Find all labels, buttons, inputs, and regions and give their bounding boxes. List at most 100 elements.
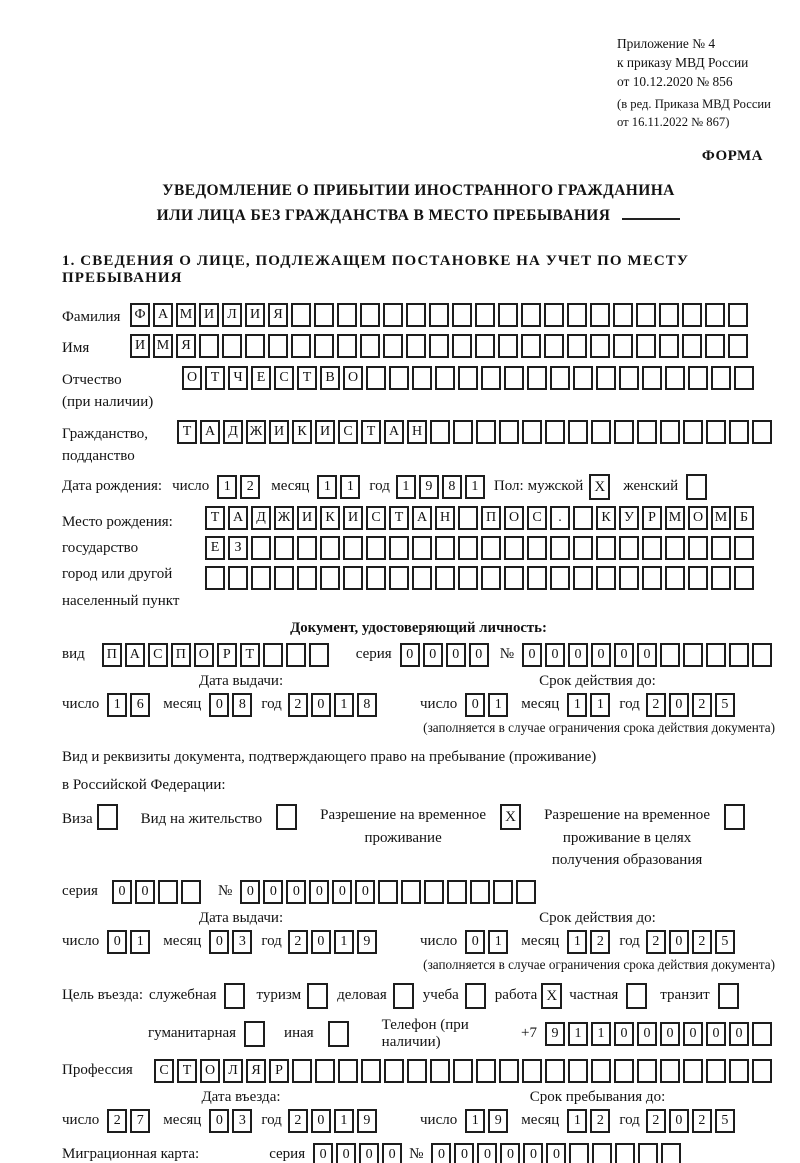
- char-cell[interactable]: 2: [645, 1108, 666, 1133]
- char-cell[interactable]: 2: [590, 1108, 611, 1133]
- char-cell[interactable]: [343, 535, 363, 560]
- char-cell[interactable]: [665, 365, 685, 390]
- char-cell[interactable]: [752, 1021, 772, 1046]
- char-cell[interactable]: О: [343, 365, 363, 390]
- char-cell[interactable]: [545, 1058, 565, 1083]
- char-cell[interactable]: 0: [431, 1142, 452, 1163]
- char-cell[interactable]: [711, 365, 731, 390]
- char-cell[interactable]: [660, 1058, 680, 1083]
- char-cell[interactable]: [527, 365, 547, 390]
- char-cell[interactable]: 0: [523, 1142, 544, 1163]
- char-cell[interactable]: Т: [177, 1058, 197, 1083]
- char-cell[interactable]: 1: [333, 692, 354, 717]
- char-cell[interactable]: [435, 565, 455, 590]
- char-cell[interactable]: 8: [441, 474, 462, 499]
- char-cell[interactable]: [567, 302, 587, 327]
- char-cell[interactable]: 0: [465, 929, 486, 954]
- char-cell[interactable]: [717, 982, 739, 1009]
- char-cell[interactable]: [728, 302, 748, 327]
- char-cell[interactable]: 0: [500, 1142, 521, 1163]
- char-cell[interactable]: [343, 565, 363, 590]
- char-cell[interactable]: [366, 535, 386, 560]
- char-cell[interactable]: [430, 1058, 450, 1083]
- char-cell[interactable]: [591, 1058, 611, 1083]
- char-cell[interactable]: 2: [590, 929, 611, 954]
- char-cell[interactable]: [527, 565, 547, 590]
- char-cell[interactable]: 1: [333, 929, 354, 954]
- char-cell[interactable]: [315, 1058, 335, 1083]
- char-cell[interactable]: 0: [209, 1108, 230, 1133]
- char-cell[interactable]: [682, 334, 702, 359]
- char-cell[interactable]: [412, 365, 432, 390]
- char-cell[interactable]: [504, 535, 524, 560]
- char-cell[interactable]: [522, 419, 542, 444]
- char-cell[interactable]: [665, 535, 685, 560]
- char-cell[interactable]: 0: [355, 879, 376, 904]
- char-cell[interactable]: [392, 982, 414, 1009]
- char-cell[interactable]: [360, 302, 380, 327]
- char-cell[interactable]: [550, 565, 570, 590]
- char-cell[interactable]: [642, 565, 662, 590]
- char-cell[interactable]: [251, 535, 271, 560]
- char-cell[interactable]: [504, 565, 524, 590]
- char-cell[interactable]: [613, 334, 633, 359]
- char-cell[interactable]: 1: [464, 474, 485, 499]
- char-cell[interactable]: [452, 302, 472, 327]
- char-cell[interactable]: [619, 365, 639, 390]
- char-cell[interactable]: [158, 879, 178, 904]
- char-cell[interactable]: 0: [591, 642, 611, 667]
- char-cell[interactable]: 5: [714, 1108, 735, 1133]
- char-cell[interactable]: [642, 535, 662, 560]
- char-cell[interactable]: 0: [332, 879, 353, 904]
- char-cell[interactable]: С: [527, 505, 547, 530]
- char-cell[interactable]: Т: [361, 419, 381, 444]
- char-cell[interactable]: О: [504, 505, 524, 530]
- char-cell[interactable]: [522, 1058, 542, 1083]
- char-cell[interactable]: [430, 419, 450, 444]
- char-cell[interactable]: 2: [691, 692, 712, 717]
- char-cell[interactable]: [545, 419, 565, 444]
- char-cell[interactable]: А: [200, 419, 220, 444]
- char-cell[interactable]: 0: [668, 692, 689, 717]
- char-cell[interactable]: [224, 982, 246, 1009]
- char-cell[interactable]: [435, 365, 455, 390]
- char-cell[interactable]: 1: [107, 692, 128, 717]
- char-cell[interactable]: 0: [706, 1021, 726, 1046]
- char-cell[interactable]: [314, 334, 334, 359]
- char-cell[interactable]: 0: [399, 642, 420, 667]
- char-cell[interactable]: 5: [714, 929, 735, 954]
- char-cell[interactable]: И: [315, 419, 335, 444]
- char-cell[interactable]: 1: [488, 692, 509, 717]
- char-cell[interactable]: [661, 1142, 682, 1163]
- char-cell[interactable]: [705, 334, 725, 359]
- char-cell[interactable]: [619, 535, 639, 560]
- char-cell[interactable]: [516, 879, 537, 904]
- char-cell[interactable]: 7: [130, 1108, 151, 1133]
- char-cell[interactable]: [337, 302, 357, 327]
- char-cell[interactable]: Т: [177, 419, 197, 444]
- char-cell[interactable]: [544, 334, 564, 359]
- char-cell[interactable]: 0: [522, 642, 542, 667]
- char-cell[interactable]: 1: [590, 692, 611, 717]
- char-cell[interactable]: Ч: [228, 365, 248, 390]
- char-cell[interactable]: [596, 535, 616, 560]
- char-cell[interactable]: [660, 419, 680, 444]
- char-cell[interactable]: [493, 879, 514, 904]
- char-cell[interactable]: [274, 535, 294, 560]
- char-cell[interactable]: [569, 1142, 590, 1163]
- char-cell[interactable]: 1: [488, 929, 509, 954]
- char-cell[interactable]: 3: [232, 1108, 253, 1133]
- char-cell[interactable]: [429, 302, 449, 327]
- char-cell[interactable]: М: [153, 334, 173, 359]
- char-cell[interactable]: А: [153, 302, 173, 327]
- char-cell[interactable]: [458, 535, 478, 560]
- char-cell[interactable]: Ж: [246, 419, 266, 444]
- char-cell[interactable]: [481, 535, 501, 560]
- char-cell[interactable]: [389, 535, 409, 560]
- char-cell[interactable]: 0: [107, 929, 128, 954]
- char-cell[interactable]: О: [193, 642, 214, 667]
- char-cell[interactable]: 0: [454, 1142, 475, 1163]
- char-cell[interactable]: Н: [435, 505, 455, 530]
- char-cell[interactable]: [222, 334, 242, 359]
- char-cell[interactable]: [383, 334, 403, 359]
